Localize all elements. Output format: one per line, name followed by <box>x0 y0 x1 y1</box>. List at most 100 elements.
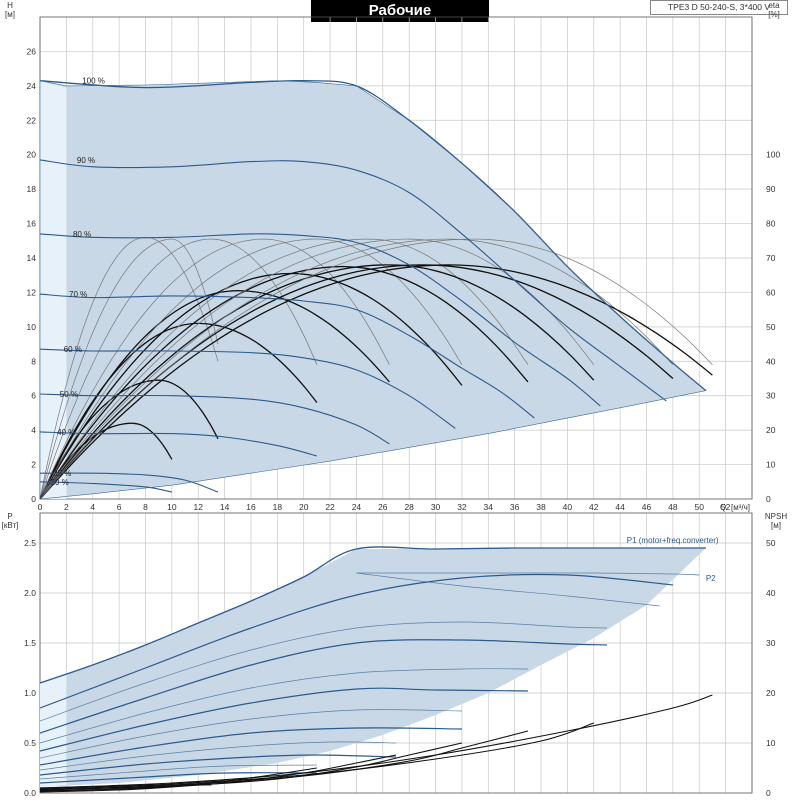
eta-tick-label: 60 <box>766 287 776 297</box>
efficiency-curve <box>39 238 713 500</box>
eta-tick-label: 20 <box>766 425 776 435</box>
eta-axis-label: eta <box>768 1 780 10</box>
model-label: TPE3 D 50-240-S, 3*400 V <box>650 0 788 15</box>
h-tick-label: 0 <box>31 494 36 504</box>
eta-tick-label: 90 <box>766 184 776 194</box>
speed-label: 60 % <box>64 345 82 354</box>
q-tick-label: 40 <box>563 502 573 512</box>
q-tick-label: 48 <box>668 502 678 512</box>
eta-tick-label: 0 <box>766 494 771 504</box>
envelope-outline <box>39 80 707 500</box>
eta-tick-label: 40 <box>766 356 776 366</box>
p2-curve <box>39 709 462 759</box>
eta-tick-label: 50 <box>766 322 776 332</box>
p2-curve <box>39 764 317 780</box>
speed-curve <box>39 393 390 445</box>
p1-max-curve <box>39 546 706 684</box>
speed-label: 25 % <box>53 469 71 478</box>
eta-tick-label: 30 <box>766 391 776 401</box>
p-tick-label: 1.0 <box>24 688 36 698</box>
q-tick-label: 18 <box>273 502 283 512</box>
h-tick-label: 24 <box>27 81 37 91</box>
speed-curve <box>39 293 535 419</box>
npsh-tick-label: 40 <box>766 588 776 598</box>
efficiency-curve <box>39 236 219 500</box>
speed-label: 90 % <box>77 156 95 165</box>
h-tick-label: 6 <box>31 391 36 401</box>
p-tick-label: 2.5 <box>24 538 36 548</box>
q-tick-label: 8 <box>143 502 148 512</box>
q-tick-label: 0 <box>38 502 43 512</box>
h-tick-label: 4 <box>31 425 36 435</box>
npsh-tick-label: 30 <box>766 638 776 648</box>
p1-curve <box>39 727 462 766</box>
p1-series-label: P1 (motor+freq.converter) <box>627 536 719 545</box>
q-tick-label: 42 <box>589 502 599 512</box>
h-tick-label: 18 <box>27 184 37 194</box>
chart-title: Рабочие характеристики <box>311 0 489 41</box>
npsh-curve <box>39 730 529 791</box>
npsh-tick-label: 10 <box>766 738 776 748</box>
eta-tick-label: 80 <box>766 219 776 229</box>
q-tick-label: 28 <box>404 502 414 512</box>
qh-panel: 100 %90 %80 %70 %60 %50 %40 %25 %20 %024… <box>5 1 780 512</box>
q-tick-label: 22 <box>325 502 335 512</box>
q-tick-label: 6 <box>117 502 122 512</box>
efficiency-curve <box>39 265 529 500</box>
speed-label: 80 % <box>73 230 91 239</box>
q-tick-label: 30 <box>431 502 441 512</box>
q-tick-label: 20 <box>299 502 309 512</box>
npsh-axis-label: NPSH <box>765 512 787 521</box>
p-tick-label: 2.0 <box>24 588 36 598</box>
speed-label: 40 % <box>57 428 75 437</box>
p2-curve <box>39 621 608 722</box>
efficiency-curve <box>39 264 595 500</box>
q-tick-label: 16 <box>246 502 256 512</box>
p1-curve <box>39 754 397 776</box>
efficiency-curve <box>39 238 463 500</box>
speed-label: 70 % <box>69 290 87 299</box>
p-tick-label: 0.5 <box>24 738 36 748</box>
q-axis-unit: [м³/ч] <box>731 503 750 512</box>
power-panel: P1 (motor+freq.converter) P2 0.0 0.5 1.0 1.5 2… <box>2 512 788 798</box>
h-tick-label: 26 <box>27 46 37 56</box>
p-tick-label: 0.0 <box>24 788 36 798</box>
p2-curve <box>356 572 660 607</box>
speed-curve <box>39 472 219 493</box>
h-tick-label: 8 <box>31 356 36 366</box>
efficiency-curve <box>39 238 318 500</box>
p1-curve <box>39 639 608 734</box>
p-tick-label: 1.5 <box>24 638 36 648</box>
p2-max-curve <box>356 572 700 576</box>
q-tick-label: 38 <box>536 502 546 512</box>
h-tick-label: 12 <box>27 287 37 297</box>
speed-label: 100 % <box>82 77 105 86</box>
p2-curve <box>39 668 528 744</box>
h-axis-unit: [м] <box>5 10 15 19</box>
npsh-tick-label: 20 <box>766 688 776 698</box>
efficiency-curve <box>39 264 713 500</box>
q-tick-label: 26 <box>378 502 388 512</box>
efficiency-curve <box>39 264 674 500</box>
efficiency-curve <box>39 379 219 500</box>
p-axis-unit: [кВт] <box>2 521 19 530</box>
operating-envelope <box>40 80 706 499</box>
efficiency-curve <box>39 238 595 500</box>
p2-curve <box>39 741 397 771</box>
speed-curve <box>39 348 456 429</box>
p1-curve <box>39 573 673 709</box>
speed-curve <box>39 233 601 407</box>
h-tick-label: 16 <box>27 219 37 229</box>
q-tick-label: 10 <box>167 502 177 512</box>
p1-curve <box>39 772 317 784</box>
h-tick-label: 10 <box>27 322 37 332</box>
q-tick-label: 12 <box>193 502 203 512</box>
power-low-flow-region <box>40 673 67 787</box>
p-axis-label: P <box>7 512 12 521</box>
eta-tick-label: 10 <box>766 460 776 470</box>
q-tick-label: 24 <box>352 502 362 512</box>
h-tick-label: 2 <box>31 460 36 470</box>
q-tick-label: 46 <box>642 502 652 512</box>
eta-tick-label: 100 <box>766 150 780 160</box>
